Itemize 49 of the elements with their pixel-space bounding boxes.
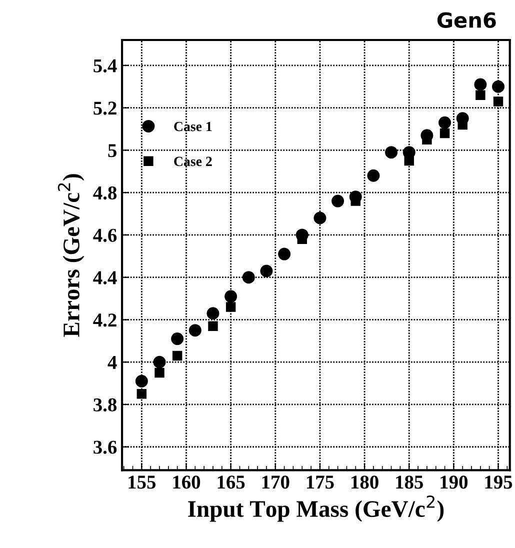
point: [367, 169, 380, 182]
y-tick-label: 4.2: [93, 314, 116, 327]
point: [171, 332, 184, 346]
x-tick-label: 155: [128, 476, 156, 489]
point: [135, 374, 148, 388]
point: [314, 212, 326, 224]
point: [385, 146, 398, 159]
point: [440, 128, 450, 138]
y-tick-label: 4.8: [93, 186, 117, 200]
point: [260, 264, 273, 278]
point: [154, 368, 164, 378]
point: [136, 389, 147, 399]
y-tick-label: 4: [108, 356, 117, 369]
y-tick-label: 5.2: [94, 102, 116, 115]
y-tick-label: 5.4: [94, 59, 117, 72]
point: [492, 80, 505, 93]
point: [404, 156, 414, 166]
legend-label: Case 2: [174, 156, 212, 166]
y-tick-label: 3.8: [94, 398, 117, 412]
point: [172, 350, 182, 361]
point: [188, 324, 202, 337]
point: [242, 271, 255, 284]
y-axis-title: Errors (GeV/c$^{2}$): [58, 174, 84, 337]
x-tick-label: 170: [262, 476, 290, 489]
point: [224, 290, 238, 303]
x-tick-label: 190: [440, 476, 468, 489]
x-tick-label: 180: [352, 476, 378, 489]
x-tick-label: 165: [218, 476, 245, 489]
x-tick-label: 175: [306, 476, 334, 489]
point: [332, 194, 344, 208]
y-tick-label: 3.6: [94, 440, 117, 454]
point: [278, 248, 291, 260]
legend-label: Case 1: [174, 122, 212, 132]
x-axis-title: Input Top Mass (GeV/c$^{2}$): [188, 495, 444, 522]
point: [226, 302, 236, 312]
point: [476, 90, 486, 100]
point: [206, 307, 220, 320]
point: [493, 96, 504, 106]
x-tick-label: 160: [173, 476, 200, 489]
chart-title: Gen6: [437, 12, 496, 28]
x-tick-label: 185: [396, 476, 423, 489]
y-tick-label: 5: [108, 144, 116, 158]
point: [438, 116, 452, 129]
y-tick-label: 4.4: [93, 271, 117, 284]
y-tick-label: 4.6: [93, 228, 117, 242]
x-tick-label: 195: [485, 476, 512, 489]
point: [474, 78, 487, 91]
point: [153, 356, 166, 368]
point: [208, 321, 218, 331]
